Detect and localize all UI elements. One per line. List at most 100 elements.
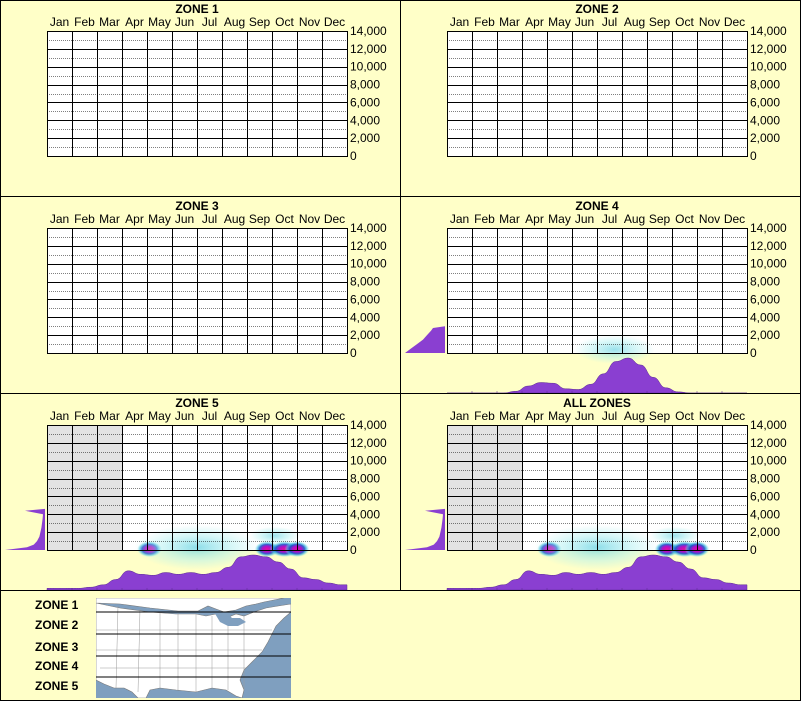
panel-title: ZONE 1 — [175, 2, 219, 16]
elevation-tick-label: 10,000 — [750, 60, 787, 74]
panel-6: ALL ZONES Jan Feb Mar Apr May Jun Jul Aug Sep Oct N… — [405, 396, 787, 591]
elevation-tick-label: 4,000 — [750, 507, 780, 521]
legend-zone-2: ZONE 2 — [35, 618, 79, 632]
month-tick-label: May — [548, 212, 571, 226]
month-tick-label: Oct — [275, 15, 294, 29]
elevation-tick-label: 8,000 — [350, 472, 380, 486]
elevation-tick-label: 0 — [750, 149, 757, 163]
month-tick-label: May — [548, 15, 571, 29]
plot-border — [447, 31, 748, 157]
month-tick-label: Dec — [324, 15, 345, 29]
month-tick-label: Jun — [175, 15, 194, 29]
elevation-tick-label: 6,000 — [350, 489, 380, 503]
month-tick-label: Oct — [675, 15, 694, 29]
month-tick-label: Mar — [499, 15, 520, 29]
month-tick-label: Sep — [249, 15, 271, 29]
elevation-tick-label: 0 — [350, 346, 357, 360]
elevation-distribution — [405, 508, 445, 550]
month-tick-label: Nov — [299, 409, 320, 423]
month-tick-label: Nov — [699, 15, 720, 29]
month-tick-label: Jun — [575, 212, 594, 226]
elevation-tick-label: 8,000 — [750, 275, 780, 289]
elevation-tick-label: 10,000 — [350, 454, 387, 468]
elevation-tick-label: 14,000 — [350, 418, 387, 432]
month-tick-label: Mar — [499, 212, 520, 226]
elevation-tick-label: 12,000 — [350, 436, 387, 450]
panel-title: ZONE 5 — [175, 396, 219, 410]
elevation-tick-label: 0 — [750, 346, 757, 360]
month-tick-label: Sep — [249, 212, 271, 226]
month-tick-label: Apr — [525, 15, 544, 29]
panel-title: ALL ZONES — [563, 396, 631, 410]
month-tick-label: May — [148, 15, 171, 29]
month-tick-label: Dec — [724, 212, 745, 226]
month-tick-label: Feb — [74, 15, 95, 29]
zone-boundaries — [96, 611, 291, 678]
panel-2: ZONE 2 Jan Feb Mar Apr May Jun Jul Aug Sep Oct Nov D… — [447, 2, 787, 197]
shaded-month — [47, 425, 72, 550]
elevation-tick-label: 2,000 — [750, 525, 780, 539]
elevation-tick-label: 10,000 — [750, 454, 787, 468]
elevation-tick-label: 6,000 — [750, 292, 780, 306]
panel-title: ZONE 2 — [575, 2, 619, 16]
elevation-tick-label: 8,000 — [350, 78, 380, 92]
elevation-tick-label: 4,000 — [750, 113, 780, 127]
shaded-month — [97, 425, 122, 550]
legend-zone-4: ZONE 4 — [35, 659, 79, 673]
month-tick-label: May — [148, 212, 171, 226]
elevation-tick-label: 6,000 — [750, 489, 780, 503]
month-tick-label: Oct — [275, 212, 294, 226]
elevation-tick-label: 10,000 — [350, 60, 387, 74]
monthly-distribution — [446, 554, 748, 591]
month-tick-label: Apr — [125, 15, 144, 29]
chart-panels: ZONE 1 Jan Feb Mar Apr May Jun Jul Aug Sep Oct Nov D… — [5, 2, 787, 591]
shaded-month — [472, 425, 497, 550]
month-tick-label: Mar — [499, 409, 520, 423]
month-tick-label: Dec — [724, 409, 745, 423]
elevation-tick-label: 14,000 — [750, 418, 787, 432]
elevation-tick-label: 0 — [350, 149, 357, 163]
month-tick-label: Mar — [99, 15, 120, 29]
panel-1: ZONE 1 Jan Feb Mar Apr May Jun Jul Aug Sep Oct Nov D… — [47, 2, 387, 197]
elevation-tick-label: 2,000 — [750, 131, 780, 145]
month-tick-label: Feb — [74, 409, 95, 423]
elevation-tick-label: 14,000 — [750, 221, 787, 235]
elevation-tick-label: 12,000 — [750, 436, 787, 450]
plot-border — [447, 228, 748, 354]
plot-border — [47, 425, 348, 551]
panel-title: ZONE 4 — [575, 199, 619, 213]
plot-border — [47, 228, 348, 354]
month-tick-label: Feb — [474, 15, 495, 29]
shaded-month — [72, 425, 97, 550]
elevation-tick-label: 8,000 — [750, 472, 780, 486]
elevation-tick-label: 12,000 — [350, 239, 387, 253]
month-tick-label: Oct — [675, 409, 694, 423]
elevation-tick-label: 2,000 — [350, 525, 380, 539]
panel-4: ZONE 4 Jan Feb Mar Apr May Jun Jul Aug Sep Oct Nov D… — [405, 199, 787, 394]
month-tick-label: Jun — [575, 15, 594, 29]
month-tick-label: Jul — [602, 212, 617, 226]
elevation-tick-label: 4,000 — [750, 310, 780, 324]
panel-3: ZONE 3 Jan Feb Mar Apr May Jun Jul Aug Sep Oct Nov D… — [47, 199, 387, 394]
plot-border — [447, 425, 748, 551]
month-tick-label: Jan — [450, 409, 469, 423]
month-tick-label: Jan — [50, 15, 69, 29]
month-tick-label: Apr — [525, 409, 544, 423]
plot-border — [47, 31, 348, 157]
month-tick-label: Mar — [99, 212, 120, 226]
month-tick-label: May — [548, 409, 571, 423]
elevation-distribution — [405, 326, 445, 353]
legend-zone-1: ZONE 1 — [35, 598, 79, 612]
month-tick-label: Jan — [450, 212, 469, 226]
map-great-lakes — [214, 612, 246, 626]
elevation-tick-label: 8,000 — [750, 78, 780, 92]
month-tick-label: Apr — [125, 409, 144, 423]
month-tick-label: Dec — [724, 15, 745, 29]
elevation-tick-label: 14,000 — [750, 24, 787, 38]
month-tick-label: Feb — [74, 212, 95, 226]
month-tick-label: Mar — [99, 409, 120, 423]
elevation-tick-label: 12,000 — [350, 42, 387, 56]
month-tick-label: Sep — [249, 409, 271, 423]
legend-zone-3: ZONE 3 — [35, 640, 79, 654]
